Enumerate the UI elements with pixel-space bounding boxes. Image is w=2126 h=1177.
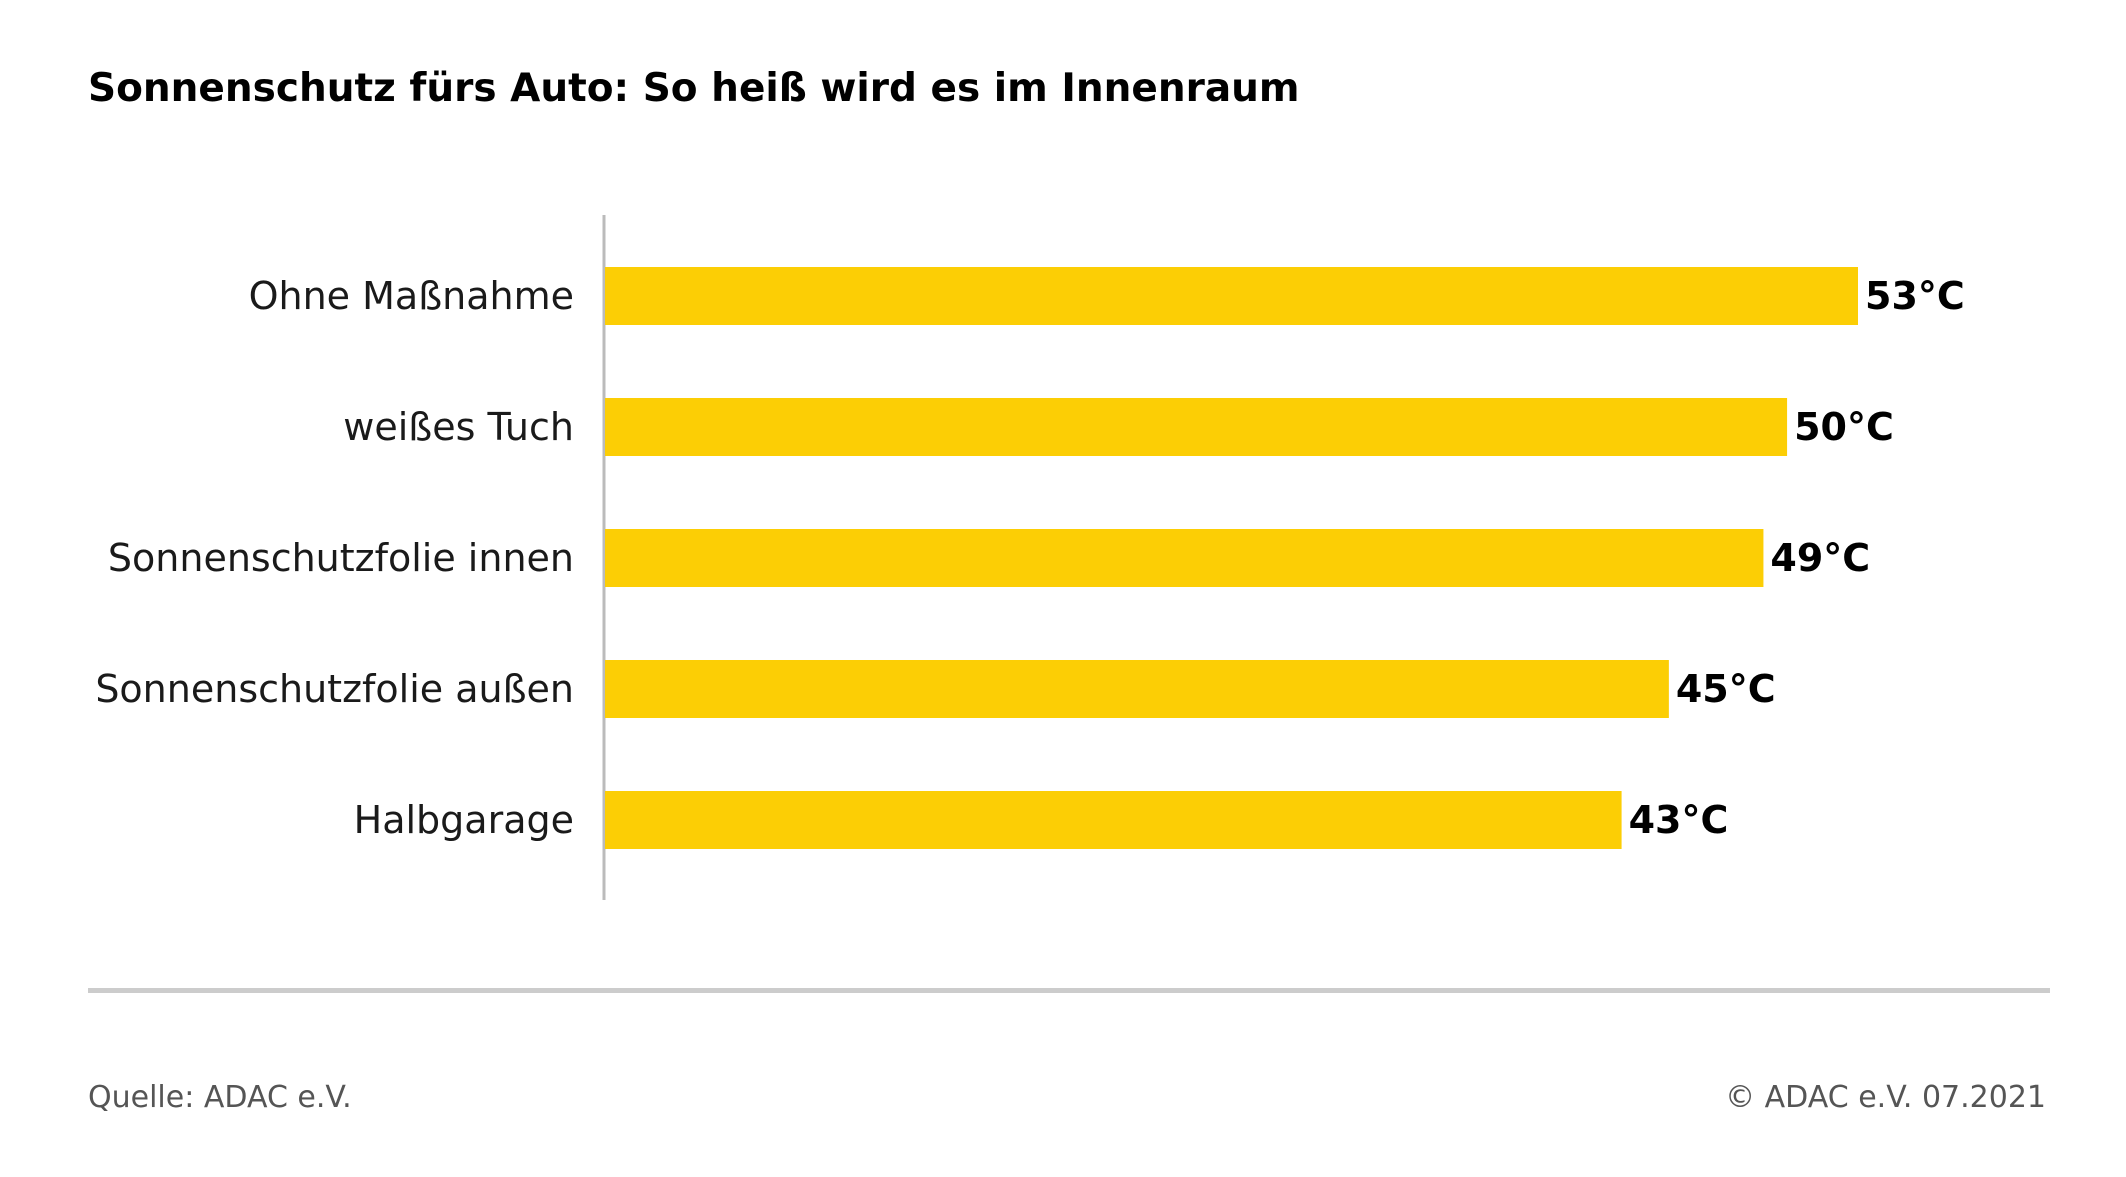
footer-divider xyxy=(88,988,2050,993)
value-label: 43°C xyxy=(1629,798,1729,842)
bar xyxy=(605,791,1622,849)
source-note: Quelle: ADAC e.V. xyxy=(88,1080,352,1115)
category-label: weißes Tuch xyxy=(343,405,574,449)
bar xyxy=(605,267,1858,325)
bar-chart: Ohne Maßnahme 53°C weißes Tuch 50°C Sonnensc… xyxy=(95,215,1965,900)
bar xyxy=(605,529,1764,587)
category-label: Ohne Maßnahme xyxy=(249,274,574,318)
value-label: 50°C xyxy=(1794,405,1894,449)
value-label: 53°C xyxy=(1865,274,1965,318)
copyright-note: © ADAC e.V. 07.2021 xyxy=(1725,1080,2046,1115)
value-label: 45°C xyxy=(1676,667,1776,711)
bar xyxy=(605,398,1788,456)
category-label: Sonnenschutzfolie innen xyxy=(108,536,574,580)
category-label: Halbgarage xyxy=(354,798,574,842)
chart-title: Sonnenschutz fürs Auto: So heiß wird es … xyxy=(88,66,1300,111)
value-label: 49°C xyxy=(1770,536,1870,580)
category-label: Sonnenschutzfolie außen xyxy=(95,667,574,711)
bar xyxy=(605,660,1669,718)
